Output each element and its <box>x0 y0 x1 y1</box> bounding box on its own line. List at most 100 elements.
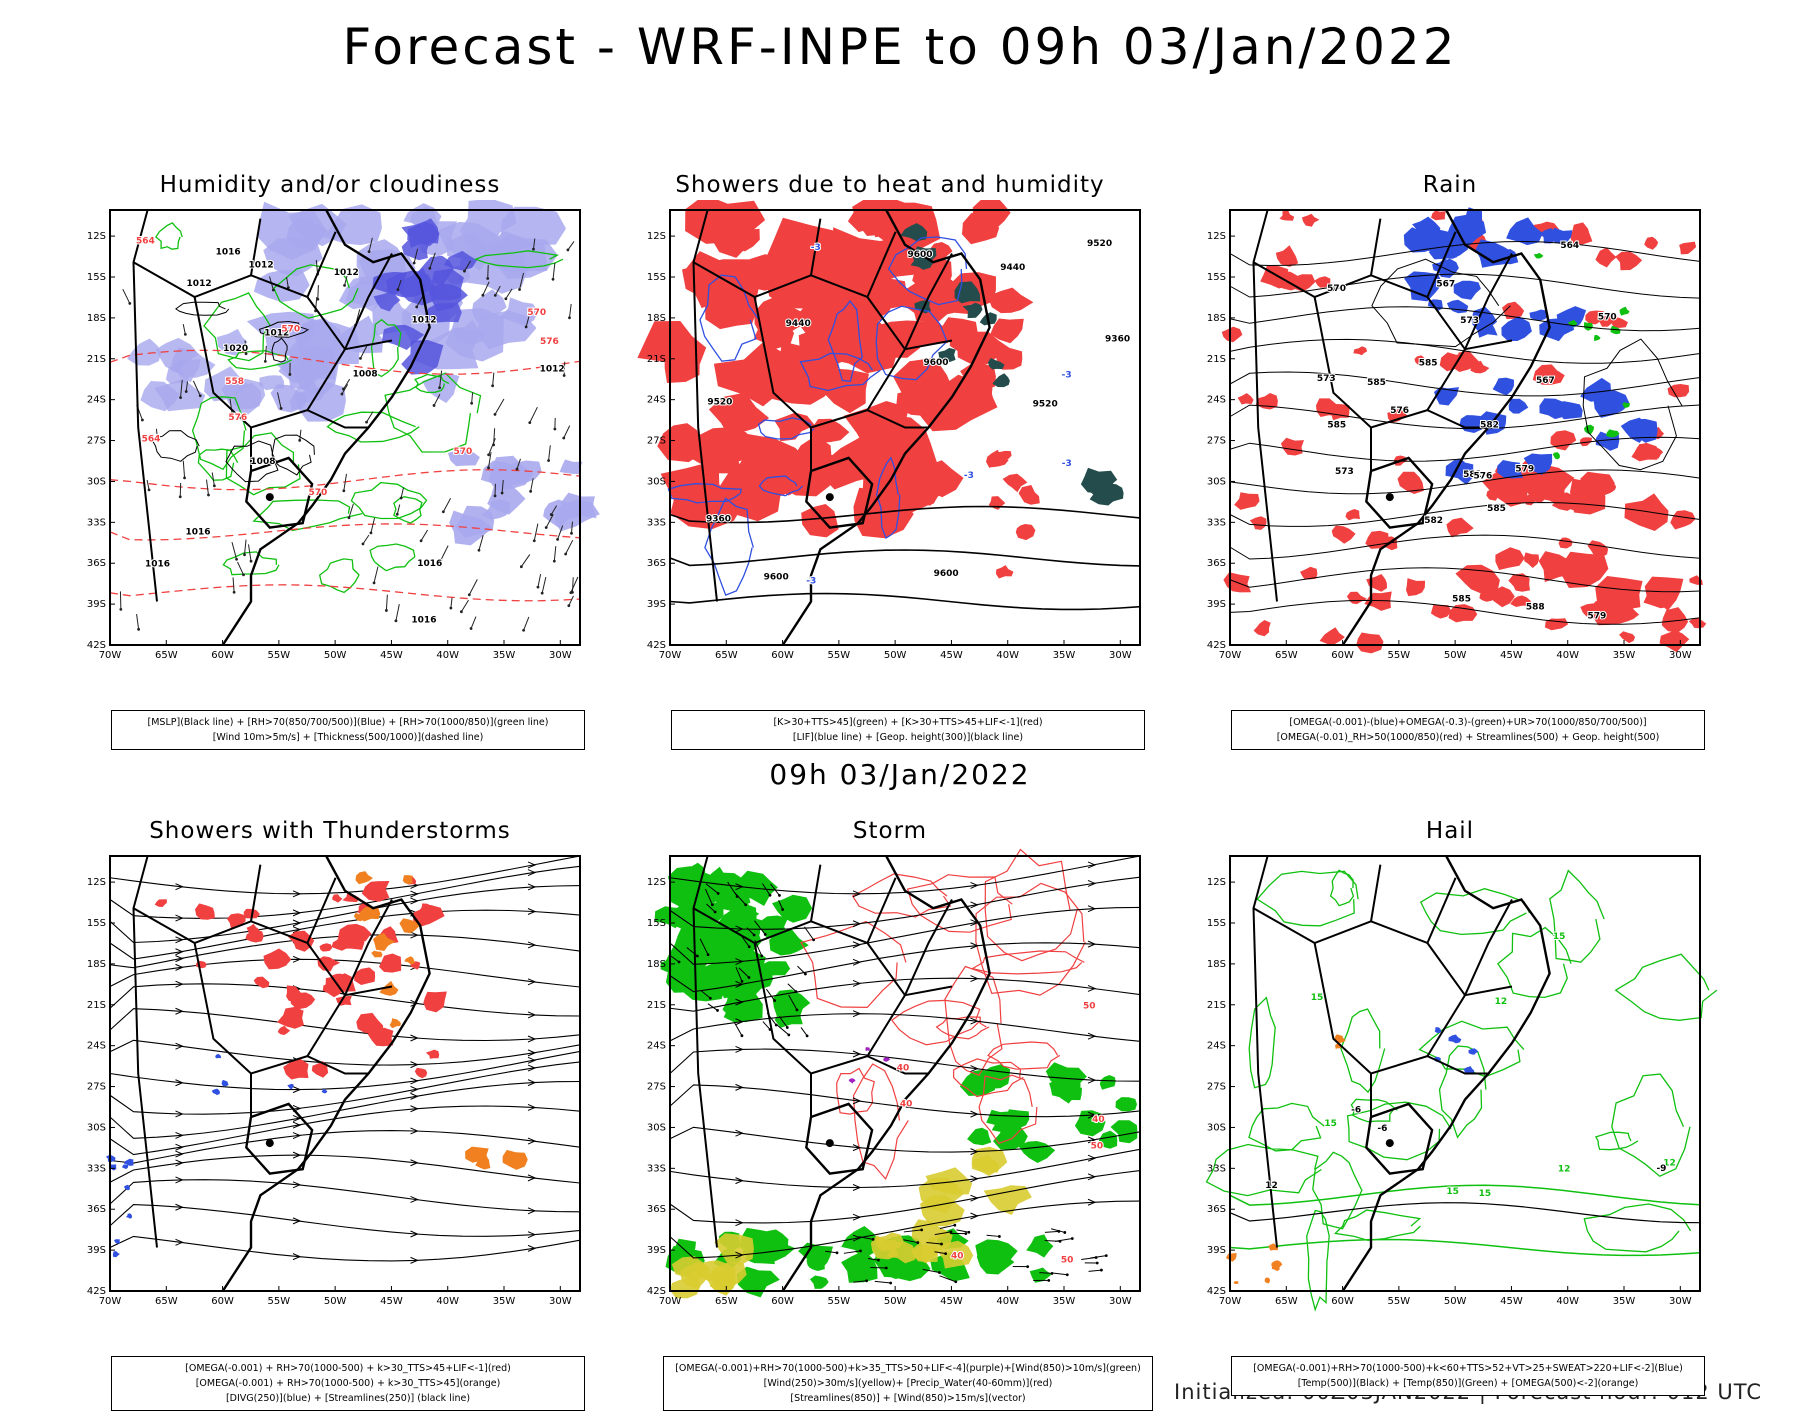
state-border <box>1465 900 1512 996</box>
wind-vector-head <box>778 894 781 897</box>
contour-value-label: 12 <box>1265 1181 1278 1191</box>
rh-low-level-contour <box>320 559 360 593</box>
thunderstorm-area <box>264 949 292 970</box>
wind-vector-head <box>233 591 236 594</box>
wind-vector-head <box>533 539 536 542</box>
rain-area <box>1550 430 1576 450</box>
contour-value-label: 9520 <box>1087 239 1112 249</box>
contour-value-label: 564 <box>1560 241 1579 251</box>
wind-vector-head <box>487 453 490 456</box>
wind-vector <box>495 399 504 414</box>
wind-vector-head <box>343 284 346 287</box>
strong-wind-area <box>810 1276 829 1289</box>
rain-area <box>1279 210 1294 221</box>
hail-area <box>1435 1027 1442 1033</box>
temp-850-contour <box>1612 1074 1690 1176</box>
legend-line: [OMEGA(-0.001)+RH>70(1000-500)+k>35_TTS>… <box>668 1361 1148 1376</box>
lat-tick-label: 33S <box>1207 1163 1226 1174</box>
lat-tick-label: 12S <box>1207 877 1226 888</box>
wind-vector-head <box>395 619 398 622</box>
lon-tick-label: 50W <box>324 650 347 661</box>
wind-vector-head <box>280 407 283 410</box>
rh-low-level-contour <box>198 449 237 480</box>
wind-vector <box>553 263 555 280</box>
lat-tick-label: 21S <box>87 1000 106 1011</box>
legend-rain: [OMEGA(-0.001)-(blue)+OMEGA(-0.3)-(green… <box>1231 710 1705 750</box>
contour-value-label: 585 <box>1487 504 1506 514</box>
wind-vector-head <box>806 1034 809 1037</box>
showers-area <box>989 496 1006 510</box>
wind-vector-head <box>998 1235 1001 1238</box>
legend-line: [Temp(500)](Black) + [Temp(850)](Green) … <box>1236 1376 1700 1391</box>
lat-tick-label: 33S <box>1207 517 1226 528</box>
convection-area <box>503 1150 528 1170</box>
wind-vector-head <box>545 526 548 529</box>
wind-vector-head <box>185 390 188 393</box>
lon-tick-label: 50W <box>884 650 907 661</box>
lon-tick-label: 35W <box>493 650 516 661</box>
temp-850-contour <box>1335 1210 1420 1240</box>
lon-tick-label: 70W <box>1219 1296 1242 1307</box>
contour-value-label: 12 <box>1495 997 1508 1007</box>
rain-area <box>1353 346 1367 355</box>
wind-vector <box>569 304 571 318</box>
lat-tick-label: 27S <box>87 436 106 447</box>
contour-value-label: 576 <box>1473 472 1492 482</box>
temp-850-contour <box>1550 871 1604 963</box>
omega-blue-area <box>1501 316 1532 341</box>
contour-value-label: 576 <box>228 413 247 423</box>
contour-value-label: -9 <box>1656 1164 1666 1174</box>
wind-vector-head <box>938 1271 941 1274</box>
divergence-area <box>114 1239 120 1244</box>
lon-tick-label: 45W <box>1500 1296 1523 1307</box>
contour-value-label: -3 <box>811 243 821 253</box>
wind-vector <box>318 285 319 299</box>
wind-vector-head <box>368 250 371 253</box>
contour-value-label: 9440 <box>1000 263 1025 273</box>
showers-area <box>801 504 838 537</box>
strong-wind-area <box>759 916 788 938</box>
wind-vector-head <box>1066 1273 1069 1276</box>
divergence-area <box>124 1185 130 1191</box>
rh-low-level-contour <box>351 483 427 519</box>
contour-value-label: 585 <box>1452 595 1471 605</box>
lat-tick-label: 18S <box>647 959 666 970</box>
thunderstorm-area <box>423 992 447 1013</box>
wind-vector-head <box>396 513 399 516</box>
temp-850-contour <box>1249 1103 1324 1151</box>
omega-500-area <box>1226 1253 1237 1262</box>
lon-tick-label: 60W <box>1331 650 1354 661</box>
wind-vector-head <box>522 629 525 632</box>
wind-vector <box>554 546 555 561</box>
lat-tick-label: 18S <box>1207 313 1226 324</box>
lon-tick-label: 40W <box>996 1296 1019 1307</box>
wind-vector <box>534 524 538 541</box>
contour-value-label: 9600 <box>764 573 789 583</box>
convection-area <box>390 1018 401 1028</box>
temp-850-contour <box>1331 870 1354 905</box>
wind-vector <box>300 430 301 441</box>
legend-line: [DIVG(250)](blue) + [Streamlines(250)] (… <box>116 1391 580 1406</box>
wind-vector-head <box>1063 1231 1066 1234</box>
rain-area <box>1366 574 1387 592</box>
lat-tick-label: 27S <box>1207 1082 1226 1093</box>
contour-value-label: 50 <box>1061 1255 1074 1265</box>
wind-vector <box>521 554 529 566</box>
omega-blue-area <box>1506 217 1543 245</box>
legend-line: [Streamlines(850)] + [Wind(850)>15m/s](v… <box>668 1391 1148 1406</box>
wind-vector <box>443 498 450 512</box>
wind-vector-head <box>741 1034 744 1037</box>
wind-vector-head <box>714 911 717 914</box>
contour-value-label: 1008 <box>250 457 275 467</box>
lat-tick-label: 30S <box>1207 476 1226 487</box>
wind-vector-head <box>470 627 473 630</box>
wind-vector-head <box>567 249 570 252</box>
contour-value-label: 570 <box>453 447 472 457</box>
